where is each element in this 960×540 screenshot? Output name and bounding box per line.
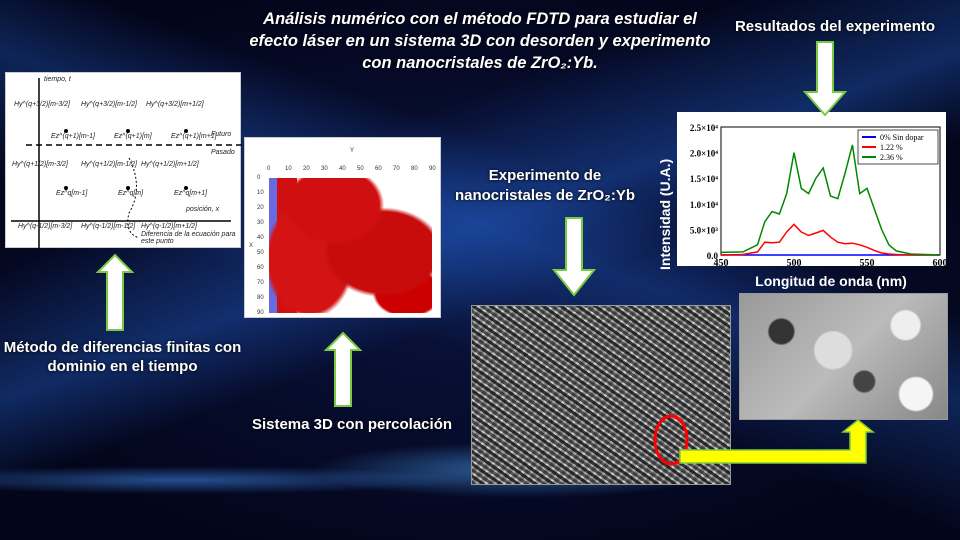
y-axis-label: Intensidad (U.A.) — [657, 159, 673, 270]
series-line-1 — [720, 223, 940, 256]
x-tick-label: 600 — [933, 258, 947, 269]
cell: Ez^(q+1)[m+1] — [171, 133, 217, 140]
yellow-connector-arrow — [679, 419, 876, 464]
legend-label: 2.36 % — [880, 153, 903, 162]
cell: Ez^(q+1)[m-1] — [51, 133, 95, 140]
series-line-2 — [720, 144, 941, 256]
y-tick: 50 — [357, 166, 364, 172]
position-axis-label: posición, x — [186, 206, 220, 213]
experiment-label: Experimento de nanocristales de ZrO₂:Yb — [454, 167, 636, 204]
results-label: Resultados del experimento — [734, 18, 936, 35]
x-tick: 0 — [257, 175, 261, 181]
cell: Hy^(q+1/2)[m+1/2] — [141, 161, 199, 168]
highlight-circle — [653, 414, 689, 466]
arrow-up-fdtd — [95, 253, 135, 331]
x-tick: 30 — [257, 220, 264, 226]
fdtd-label: Método de diferencias finitas con domini… — [3, 339, 242, 375]
cell: Hy^(q+3/2)[m-1/2] — [81, 101, 137, 108]
cell: Ez^(q+1)[m] — [114, 133, 152, 140]
slide-title: Análisis numérico con el método FDTD par… — [249, 10, 711, 72]
y-axis-title: Y — [350, 148, 355, 154]
x-axis-label: Longitud de onda (nm) — [755, 273, 907, 289]
fdtd-diagram: tiempo, t posición, x Futuro Pasado Dife… — [5, 72, 242, 248]
y-tick: 30 — [321, 166, 328, 172]
y-tick: 20 — [303, 166, 310, 172]
y-tick: 60 — [375, 166, 382, 172]
system3d-label: Sistema 3D con percolación — [251, 416, 453, 433]
x-tick-label: 550 — [860, 258, 875, 269]
time-axis-label: tiempo, t — [44, 76, 71, 83]
cell: Ez^q[m+1] — [174, 190, 208, 197]
x-axis-title: X — [249, 243, 254, 249]
y-tick-label: 1.0×10⁴ — [690, 200, 718, 210]
y-tick-label: 0.0 — [707, 251, 719, 261]
fdtd-grid-lines — [11, 78, 242, 248]
x-tick: 50 — [257, 250, 264, 256]
y-tick-label: 1.5×10⁴ — [690, 174, 718, 184]
y-tick-label: 2.0×10⁴ — [690, 149, 718, 159]
cell: Ez^q[m-1] — [56, 190, 88, 197]
cell: Hy^(q-1/2)[m+1/2] — [141, 223, 197, 230]
y-tick: 0 — [267, 166, 271, 172]
y-tick: 70 — [393, 166, 400, 172]
y-tick: 10 — [285, 166, 292, 172]
arrow-down-experiment — [551, 217, 597, 297]
cell: Hy^(q+1/2)[m-1/2] — [81, 161, 137, 168]
percolation-cluster — [269, 178, 432, 313]
cell: Hy^(q+1/2)[m-3/2] — [12, 161, 68, 168]
percolation-plot: Y X 0 10 20 30 40 50 60 70 80 90 0 10 20 30 40 50 60 70 80… — [244, 137, 441, 318]
x-tick: 90 — [257, 310, 264, 316]
x-tick: 10 — [257, 190, 264, 196]
emission-spectrum-chart: 450 500 550 600 0.0 5.0×10³ 1.0×10⁴ 1.5×10⁴ 2.0×… — [657, 112, 948, 289]
legend-label: 1.22 % — [880, 143, 903, 152]
cell: Hy^(q-1/2)[m-3/2] — [18, 223, 73, 230]
cell: Hy^(q+3/2)[m+1/2] — [146, 101, 204, 108]
x-tick: 20 — [257, 205, 264, 211]
x-tick: 80 — [257, 295, 264, 301]
x-tick: 60 — [257, 265, 264, 271]
y-tick: 80 — [411, 166, 418, 172]
x-tick-label: 450 — [714, 258, 729, 269]
y-tick-label: 5.0×10³ — [690, 225, 718, 235]
legend-label: 0% Sin dopar — [880, 133, 924, 142]
x-tick: 40 — [257, 235, 264, 241]
equation-note: Diferencia de la ecuación para este punt… — [141, 231, 236, 245]
future-label: Futuro — [211, 131, 232, 138]
y-tick: 40 — [339, 166, 346, 172]
sem-image-zoom — [739, 293, 948, 420]
past-label: Pasado — [211, 149, 235, 156]
results-chart: 450 500 550 600 0.0 5.0×10³ 1.0×10⁴ 1.5×10⁴ 2.0×… — [656, 112, 948, 292]
x-tick: 70 — [257, 280, 264, 286]
arrow-down-results — [802, 41, 848, 117]
x-tick-label: 500 — [787, 258, 802, 269]
cell: Hy^(q+3/2)[m-3/2] — [14, 101, 70, 108]
cell: Hy^(q-1/2)[m-1/2] — [81, 223, 136, 230]
arrow-up-3d — [323, 331, 363, 407]
y-tick-label: 2.5×10⁴ — [690, 123, 718, 133]
cell: Ez^q[m] — [118, 190, 144, 197]
y-tick: 90 — [429, 166, 436, 172]
